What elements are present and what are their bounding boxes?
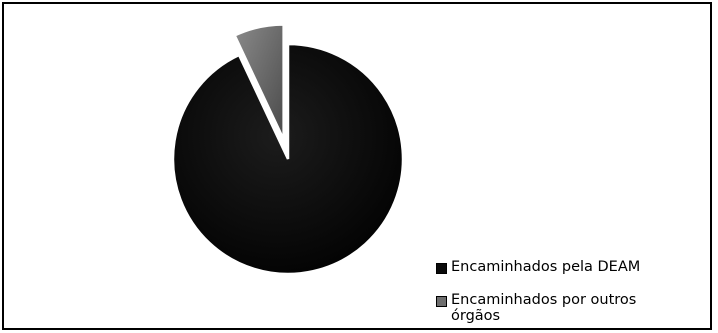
legend-item-outros: Encaminhados por outros órgãos <box>436 292 706 325</box>
legend: Encaminhados pela DEAM Encaminhados por … <box>436 259 706 325</box>
legend-label-deam: Encaminhados pela DEAM <box>451 259 641 275</box>
pie-slice-deam <box>171 42 405 276</box>
legend-swatch-deam <box>436 263 447 274</box>
pie-chart <box>171 23 405 276</box>
chart-frame: Encaminhados pela DEAM Encaminhados por … <box>2 2 712 330</box>
legend-swatch-outros <box>436 295 447 307</box>
legend-item-deam: Encaminhados pela DEAM <box>436 259 706 276</box>
legend-label-outros: Encaminhados por outros órgãos <box>451 291 637 325</box>
pie-slice-outros <box>233 23 285 141</box>
